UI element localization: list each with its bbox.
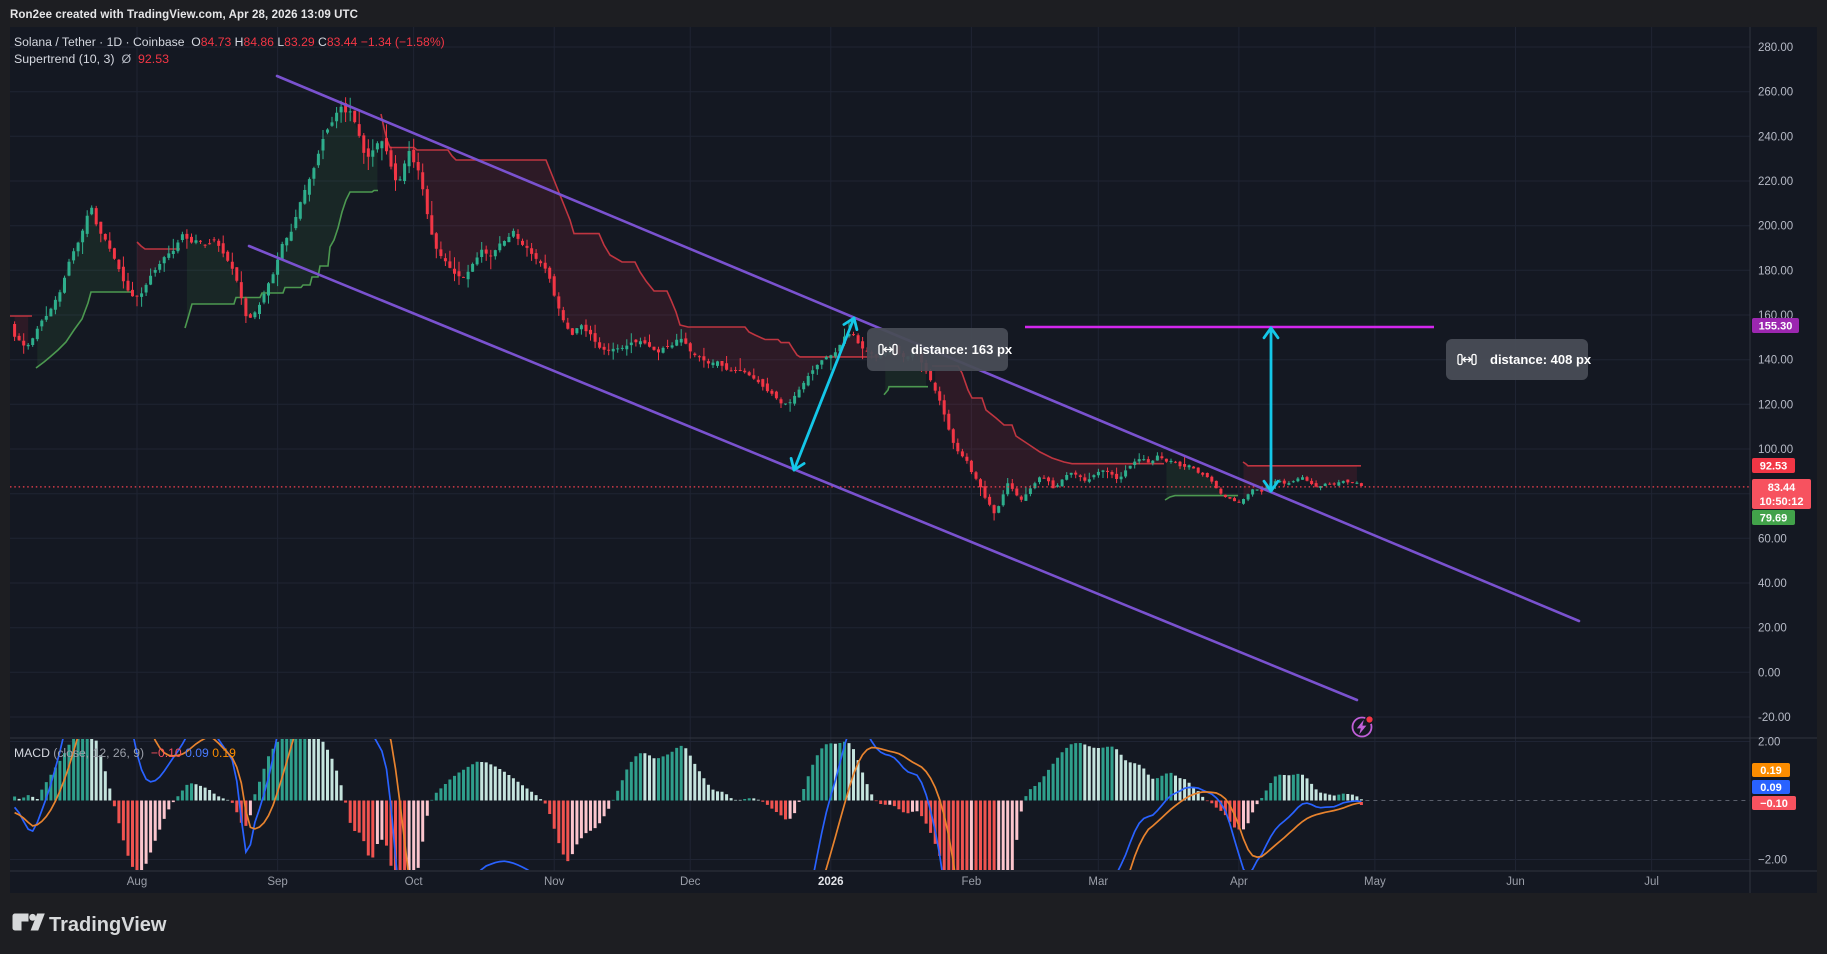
svg-text:Oct: Oct — [405, 876, 424, 888]
svg-text:10:50:12: 10:50:12 — [1759, 496, 1803, 508]
svg-text:2.00: 2.00 — [1758, 737, 1780, 749]
svg-text:Solana / Tether · 1D · Coinbas: Solana / Tether · 1D · Coinbase O84.73 H… — [14, 35, 445, 49]
svg-text:83.44: 83.44 — [1768, 482, 1796, 494]
svg-text:MACD (close, 12, 26, 9) −0.10: MACD (close, 12, 26, 9) −0.10 0.09 0.19 — [14, 746, 236, 760]
svg-text:280.00: 280.00 — [1758, 42, 1793, 54]
svg-text:TradingView: TradingView — [49, 914, 167, 936]
svg-text:Jun: Jun — [1506, 876, 1525, 888]
svg-text:Ron2ee created with TradingVie: Ron2ee created with TradingView.com, Apr… — [10, 9, 358, 21]
svg-text:Aug: Aug — [127, 876, 147, 888]
svg-text:Feb: Feb — [961, 876, 981, 888]
svg-text:120.00: 120.00 — [1758, 399, 1793, 411]
svg-text:Jul: Jul — [1644, 876, 1659, 888]
svg-text:92.53: 92.53 — [1760, 461, 1788, 473]
svg-text:-20.00: -20.00 — [1758, 712, 1791, 724]
svg-text:distance: 408 px: distance: 408 px — [1490, 352, 1592, 367]
svg-text:Supertrend (10, 3) Ø 92.53: Supertrend (10, 3) Ø 92.53 — [14, 52, 169, 66]
svg-text:20.00: 20.00 — [1758, 623, 1787, 635]
svg-text:Apr: Apr — [1230, 876, 1248, 888]
svg-text:155.30: 155.30 — [1759, 321, 1793, 333]
svg-text:100.00: 100.00 — [1758, 444, 1793, 456]
svg-text:40.00: 40.00 — [1758, 578, 1787, 590]
svg-text:Sep: Sep — [267, 876, 287, 888]
svg-text:260.00: 260.00 — [1758, 87, 1793, 99]
svg-text:2026: 2026 — [818, 876, 844, 888]
svg-text:140.00: 140.00 — [1758, 355, 1793, 367]
svg-text:Nov: Nov — [544, 876, 565, 888]
svg-text:−2.00: −2.00 — [1758, 855, 1787, 867]
svg-text:Mar: Mar — [1088, 876, 1108, 888]
svg-text:240.00: 240.00 — [1758, 131, 1793, 143]
svg-text:60.00: 60.00 — [1758, 533, 1787, 545]
svg-text:0.00: 0.00 — [1758, 667, 1780, 679]
svg-text:79.69: 79.69 — [1760, 513, 1788, 525]
svg-text:distance: 163 px: distance: 163 px — [911, 342, 1013, 357]
svg-text:0.09: 0.09 — [1760, 782, 1781, 794]
svg-text:−0.10: −0.10 — [1760, 798, 1788, 810]
svg-text:0.19: 0.19 — [1760, 765, 1781, 777]
svg-text:220.00: 220.00 — [1758, 176, 1793, 188]
svg-text:May: May — [1364, 876, 1386, 888]
svg-text:Dec: Dec — [680, 876, 701, 888]
svg-text:200.00: 200.00 — [1758, 221, 1793, 233]
svg-text:180.00: 180.00 — [1758, 265, 1793, 277]
